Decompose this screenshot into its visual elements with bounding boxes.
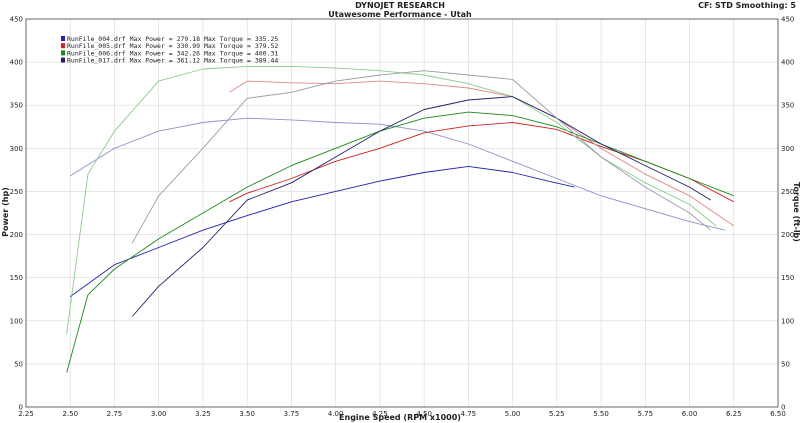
legend-swatch	[61, 36, 65, 41]
y-tick-label-left: 350	[10, 102, 23, 110]
x-tick-label: 3.00	[151, 410, 167, 418]
series-line	[131, 96, 712, 317]
y-axis-left-label: Power (hp)	[1, 187, 10, 237]
legend-entry: RunFile_004.drf Max Power = 279.18 Max T…	[67, 35, 278, 43]
x-axis-label: Engine Speed (RPM x1000)	[339, 413, 461, 422]
series-line	[69, 165, 575, 297]
legend-entry: RunFile_005.drf Max Power = 330.99 Max T…	[67, 42, 278, 50]
y-tick-label-right: 300	[781, 145, 794, 153]
x-tick-label: 4.50	[416, 410, 432, 418]
x-tick-label: 5.75	[637, 410, 653, 418]
y-tick-label-left: 200	[10, 231, 23, 239]
y-tick-label-right: 350	[781, 102, 794, 110]
y-tick-label-left: 0	[19, 404, 23, 412]
y-tick-label-left: 400	[10, 59, 23, 67]
x-tick-label: 4.25	[372, 410, 388, 418]
x-tick-label: 6.25	[726, 410, 742, 418]
series-line	[229, 122, 735, 203]
series-line	[66, 65, 717, 334]
grid	[25, 18, 779, 408]
series-line	[69, 117, 726, 231]
legend-entry: RunFile_017.drf Max Power = 361.12 Max T…	[67, 57, 278, 65]
y-tick-label-left: 150	[10, 274, 23, 282]
y-tick-label-right: 450	[781, 16, 794, 24]
legend: RunFile_004.drf Max Power = 279.18 Max T…	[61, 35, 278, 65]
series-line	[66, 111, 734, 373]
x-tick-label: 6.50	[770, 410, 786, 418]
series-line	[131, 70, 712, 244]
y-axis-right-label: Torque (ft-lb)	[792, 182, 800, 242]
axes: 2.25 2.50 2.75 3.00 3.25 3.50 3.75 4.00 4.25 4.50…	[10, 16, 795, 419]
x-tick-label: 3.50	[239, 410, 255, 418]
x-tick-label: 5.50	[593, 410, 609, 418]
x-tick-label: 3.25	[195, 410, 211, 418]
y-tick-label-right: 150	[781, 274, 794, 282]
series-layer	[66, 65, 735, 373]
legend-swatch	[61, 57, 65, 63]
y-tick-label-left: 50	[14, 360, 23, 368]
chart-title: DYNOJET RESEARCH	[355, 1, 445, 10]
legend-swatch	[61, 43, 65, 49]
corner-info: CF: STD Smoothing: 5	[698, 1, 796, 10]
legend-entry: RunFile_006.drf Max Power = 342.26 Max T…	[67, 49, 278, 57]
x-tick-label: 6.00	[682, 410, 698, 418]
x-tick-label: 2.50	[62, 410, 78, 418]
y-tick-label-right: 200	[781, 231, 794, 239]
chart-subtitle: Utawesome Performance - Utah	[328, 10, 472, 19]
x-tick-label: 3.75	[284, 410, 300, 418]
y-tick-label-right: 0	[781, 404, 785, 412]
plot-frame	[25, 18, 779, 408]
x-tick-label: 4.75	[461, 410, 477, 418]
y-tick-label-right: 100	[781, 317, 794, 325]
y-tick-label-right: 250	[781, 188, 794, 196]
y-tick-label-left: 300	[10, 145, 23, 153]
legend-swatch	[61, 50, 65, 56]
y-tick-label-right: 50	[781, 360, 790, 368]
x-tick-label: 4.00	[328, 410, 344, 418]
y-tick-label-right: 400	[781, 59, 794, 67]
y-tick-label-left: 100	[10, 317, 23, 325]
y-tick-label-left: 450	[10, 16, 23, 24]
x-tick-label: 5.25	[549, 410, 565, 418]
series-line	[229, 80, 735, 227]
x-tick-label: 2.75	[107, 410, 123, 418]
y-tick-label-left: 250	[10, 188, 23, 196]
x-tick-label: 5.00	[505, 410, 521, 418]
x-tick-label: 2.25	[18, 410, 34, 418]
